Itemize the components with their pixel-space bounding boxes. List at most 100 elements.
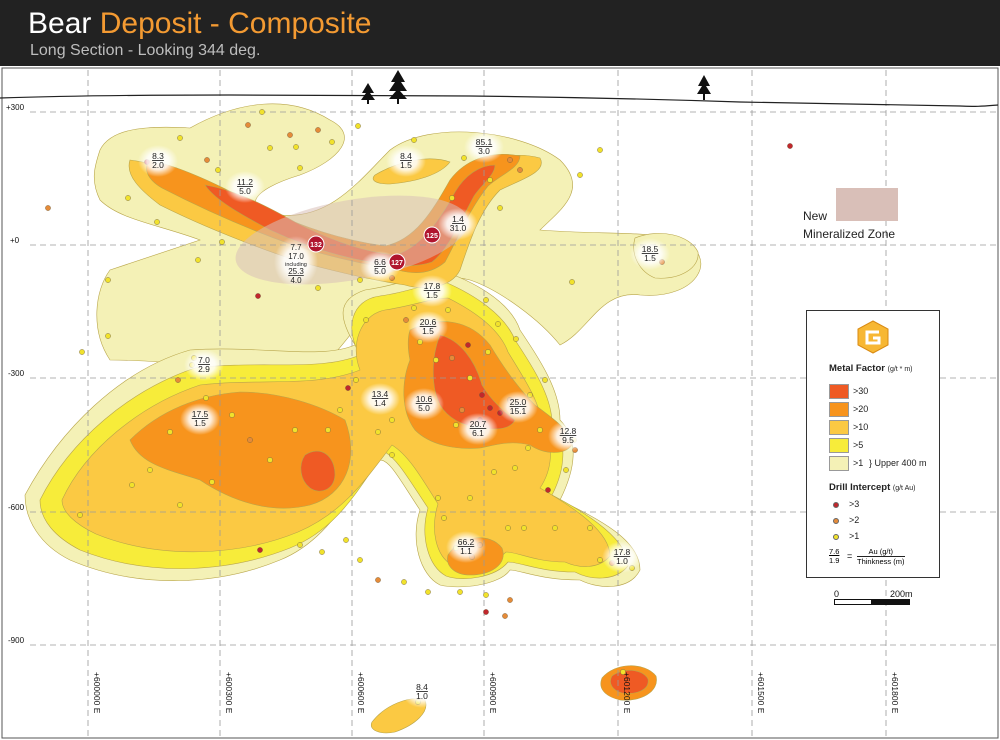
- intercept-thickness: 4.0: [290, 276, 302, 285]
- swatch-gt5: [829, 438, 849, 453]
- intercept-au: 18.5: [642, 244, 659, 254]
- easting-labels: +600000 E +600300 E +600600 E +600900 E …: [92, 672, 900, 714]
- drill-intercept-dot: [507, 597, 513, 603]
- drill-intercept-dot: [620, 669, 626, 675]
- drill-intercept-dot: [441, 515, 447, 521]
- drill-intercept-dot: [411, 305, 417, 311]
- elevation-label: +300: [6, 103, 25, 112]
- intercept-thickness: 5.0: [374, 266, 386, 276]
- label-glow: [458, 413, 498, 445]
- intercept-label: 8.32.0: [138, 145, 178, 177]
- intercept-thickness: 31.0: [450, 223, 467, 233]
- hole-badge: [423, 226, 441, 244]
- intercept-including: including: [285, 262, 307, 268]
- intercept-thickness: 5.0: [239, 186, 251, 196]
- drill-intercept-dot: [403, 317, 409, 323]
- intercept-label: 25.015.1: [498, 391, 538, 423]
- dot-gt1-icon: [833, 534, 839, 540]
- label-glow: [274, 236, 318, 288]
- drill-intercept-dot: [259, 109, 265, 115]
- title-part-1: Bear: [28, 7, 92, 40]
- hole-badge-label: 127: [391, 260, 403, 267]
- intercept-au: 85.1: [476, 137, 493, 147]
- intercept-au: 7.7: [290, 243, 302, 252]
- drill-intercept-dot: [569, 279, 575, 285]
- drill-intercept-dot: [203, 395, 209, 401]
- intercept-label: 66.21.1: [446, 531, 486, 563]
- intercept-label: 8.41.0: [402, 676, 442, 708]
- easting-label: +600600 E: [356, 672, 366, 714]
- intercept-au: 10.6: [416, 394, 433, 404]
- elevation-label: -300: [8, 369, 25, 378]
- drill-intercept-dot: [177, 502, 183, 508]
- drill-intercept-dot: [325, 427, 331, 433]
- intercept-thickness: 1.5: [422, 326, 434, 336]
- intercept-thickness: 6.1: [472, 428, 484, 438]
- page-subtitle: Long Section - Looking 344 deg.: [30, 42, 261, 59]
- label-glow: [464, 131, 504, 163]
- metal-factor-heading: Metal Factor (g/t * m): [829, 363, 913, 374]
- intercept-au: 17.8: [614, 547, 631, 557]
- long-section-map: +300 +0 -300 -600 -900 +600000 E +600300…: [0, 67, 999, 740]
- dot-gt2-icon: [833, 518, 839, 524]
- drill-label: >3: [849, 499, 860, 509]
- drill-intercept-dot: [597, 147, 603, 153]
- drill-intercept-dot: [461, 155, 467, 161]
- intercept-label: 8.41.5: [386, 145, 426, 177]
- intercept-au: 8.4: [416, 682, 428, 692]
- intercept-thickness: 1.4: [374, 398, 386, 408]
- intercept-thickness: 1.5: [400, 160, 412, 170]
- intercept-au: 13.4: [372, 389, 389, 399]
- drill-intercept-dot: [293, 144, 299, 150]
- shell-gt30-lower: [300, 450, 336, 492]
- label-glow: [225, 171, 265, 203]
- upper-400m-note: } Upper 400 m: [869, 458, 927, 468]
- easting-label: +601800 E: [890, 672, 900, 714]
- intercept-au: 8.4: [400, 151, 412, 161]
- intercept-label: 85.13.0: [464, 131, 504, 163]
- mf-label: >30: [853, 386, 869, 396]
- intercept-labels: 8.32.011.25.08.41.585.13.01.431.018.51.5…: [138, 131, 670, 708]
- drill-intercept-dot: [517, 167, 523, 173]
- metal-factor-title: Metal Factor: [829, 363, 885, 374]
- drill-intercept-dot: [363, 317, 369, 323]
- hole-badge: [388, 253, 406, 271]
- drill-intercept-dot: [487, 405, 493, 411]
- drill-intercept-dot: [445, 307, 451, 313]
- drill-intercept-dot: [552, 525, 558, 531]
- drill-intercept-dot: [453, 422, 459, 428]
- formula-bottom: Thinkness (m): [857, 557, 905, 566]
- intercept-label: 18.51.5: [630, 238, 670, 270]
- easting-label: +600300 E: [224, 672, 234, 714]
- drill-intercept-dot: [433, 357, 439, 363]
- intercept-au: 25.3: [288, 267, 304, 276]
- mf-label: >20: [853, 404, 869, 414]
- drill-hole-badges: 132 127 125: [307, 226, 441, 271]
- metal-factor-unit: (g/t * m): [887, 366, 913, 373]
- drill-intercept-dot: [507, 157, 513, 163]
- label-glow: [138, 145, 178, 177]
- easting-label: +600000 E: [92, 672, 102, 714]
- scale-bar-fill: [871, 600, 909, 604]
- drill-label: >2: [849, 515, 860, 525]
- drill-intercept-dot: [537, 427, 543, 433]
- intercept-au: 7.0: [198, 355, 210, 365]
- example-au: 7.6: [829, 547, 840, 556]
- intercept-label: 20.76.1: [458, 413, 498, 445]
- intercept-thickness: 9.5: [562, 435, 574, 445]
- example-thickness: 1.9: [829, 556, 840, 565]
- drill-intercept-dot: [315, 285, 321, 291]
- intercept-label: 17.51.5: [180, 403, 220, 435]
- intercept-thickness: 17.0: [288, 252, 304, 261]
- drill-intercept-dot: [287, 132, 293, 138]
- title-part-2: Deposit - Composite: [99, 7, 372, 40]
- intercept-thickness: 5.0: [418, 403, 430, 413]
- drill-intercept-dot: [167, 429, 173, 435]
- drill-intercept-dot: [467, 495, 473, 501]
- drill-intercept-dot: [497, 205, 503, 211]
- drill-intercept-dot: [292, 427, 298, 433]
- drill-intercept-dot: [485, 349, 491, 355]
- label-glow: [184, 349, 224, 381]
- intercept-au: 20.7: [470, 419, 487, 429]
- drill-intercept-dot: [587, 525, 593, 531]
